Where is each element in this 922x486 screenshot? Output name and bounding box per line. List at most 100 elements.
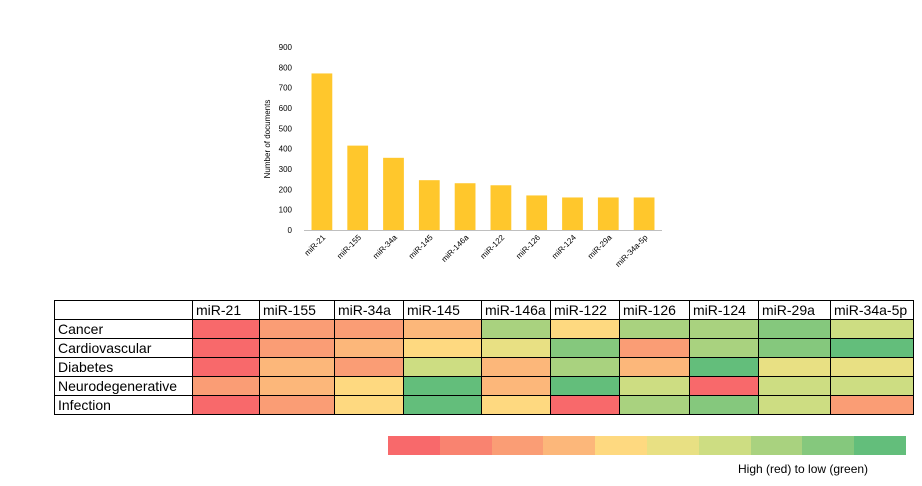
color-scale-segment (439, 436, 492, 455)
heatmap-column-header: miR-146a (481, 300, 551, 320)
y-axis-label: Number of documents (263, 100, 272, 179)
heatmap-cell (550, 319, 620, 339)
x-tick-label: miR-124 (550, 233, 578, 261)
color-scale-caption: High (red) to low (green) (738, 462, 869, 476)
x-tick-label: miR-145 (407, 233, 435, 261)
bar (454, 183, 476, 230)
color-scale-segment (854, 436, 906, 455)
x-tick-label: miR-122 (479, 233, 507, 261)
heatmap-row-label: Cancer (54, 319, 193, 339)
heatmap-cell (758, 357, 831, 377)
heatmap-row-label: Cardiovascular (54, 338, 193, 358)
color-scale-segment (388, 436, 440, 455)
heatmap-cell (403, 338, 482, 358)
heatmap-row-label: Diabetes (54, 357, 193, 377)
color-scale-segment (543, 436, 596, 455)
heatmap-cell (689, 338, 759, 358)
bar-series (311, 73, 655, 230)
heatmap-cell (550, 395, 620, 415)
heatmap-row-label: Infection (54, 395, 193, 415)
heatmap-column-header: miR-34a (334, 300, 404, 320)
heatmap-cell (403, 376, 482, 396)
heatmap-cell (619, 338, 690, 358)
heatmap-column-header: miR-21 (192, 300, 260, 320)
heatmap-body: Cancer Cardiovascular Diabetes Neurodegener… (54, 319, 914, 415)
heatmap-cell (481, 395, 551, 415)
heatmap-cell (619, 357, 690, 377)
heatmap-cell (259, 357, 335, 377)
heatmap-cell (334, 357, 404, 377)
bar (418, 180, 440, 230)
heatmap-row: Cardiovascular (54, 338, 914, 358)
bar (311, 73, 333, 230)
x-tick-label: miR-126 (514, 233, 542, 261)
heatmap-cell (481, 319, 551, 339)
heatmap-cell (192, 338, 260, 358)
heatmap-cell (403, 395, 482, 415)
color-scale-segment (802, 436, 855, 455)
heatmap-cell (259, 395, 335, 415)
y-tick-label: 100 (279, 206, 293, 215)
x-tick-label: miR-34a-5p (614, 233, 650, 269)
heatmap-column-header: miR-122 (550, 300, 620, 320)
bar (597, 197, 619, 230)
heatmap-cell (259, 338, 335, 358)
bar (562, 197, 583, 230)
heatmap-cell (481, 376, 551, 396)
y-axis-ticks: 0 100 200 300 400 500 600 700 800 900 (279, 43, 293, 235)
heatmap-row-label: Neurodegenerative (54, 376, 193, 396)
y-tick-label: 600 (279, 104, 293, 113)
heatmap-cell (481, 357, 551, 377)
y-tick-label: 300 (279, 165, 293, 174)
heatmap-table: miR-21 miR-155 miR-34a miR-145 miR-146a miR-1… (54, 300, 914, 415)
heatmap-cell (689, 395, 759, 415)
heatmap-cell (403, 319, 482, 339)
color-scale-segment (698, 436, 751, 455)
y-tick-label: 0 (288, 226, 293, 235)
heatmap-cell (830, 357, 914, 377)
bar (383, 157, 404, 230)
heatmap-column-header: miR-34a-5p (830, 300, 914, 320)
x-tick-label: miR-29a (586, 233, 614, 261)
x-tick-label: miR-146a (440, 233, 471, 264)
heatmap-row: Neurodegenerative (54, 376, 914, 396)
heatmap-cell (619, 376, 690, 396)
heatmap-row: Infection (54, 395, 914, 415)
heatmap-cell (758, 338, 831, 358)
heatmap-cell (259, 376, 335, 396)
x-tick-label: miR-34a (371, 233, 399, 261)
x-tick-label: miR-21 (303, 233, 328, 258)
heatmap-cell (334, 319, 404, 339)
x-tick-label: miR-155 (335, 233, 363, 261)
bar (526, 195, 548, 230)
y-tick-label: 700 (279, 84, 293, 93)
heatmap-row: Cancer (54, 319, 914, 339)
heatmap-cell (481, 338, 551, 358)
heatmap-cell (830, 319, 914, 339)
heatmap-cell (334, 376, 404, 396)
y-tick-label: 900 (279, 43, 293, 52)
color-scale-segment (491, 436, 544, 455)
bar (633, 197, 655, 230)
heatmap-column-header: miR-29a (758, 300, 831, 320)
heatmap-cell (192, 319, 260, 339)
heatmap-corner-cell (54, 300, 193, 320)
heatmap-cell (689, 319, 759, 339)
heatmap-cell (259, 319, 335, 339)
y-tick-label: 200 (279, 185, 293, 194)
heatmap-cell (830, 338, 914, 358)
heatmap-cell (830, 395, 914, 415)
heatmap-column-header: miR-145 (403, 300, 482, 320)
heatmap-cell (758, 319, 831, 339)
heatmap-cell (334, 395, 404, 415)
heatmap-cell (550, 357, 620, 377)
heatmap-cell (403, 357, 482, 377)
heatmap-cell (689, 376, 759, 396)
color-scale-segment (595, 436, 647, 455)
bar (347, 145, 369, 230)
y-tick-label: 800 (279, 63, 293, 72)
bar-chart: 0 100 200 300 400 500 600 700 800 900 Number of d… (263, 43, 662, 269)
heatmap-column-header: miR-126 (619, 300, 690, 320)
heatmap-cell (550, 338, 620, 358)
color-scale-segment (750, 436, 803, 455)
